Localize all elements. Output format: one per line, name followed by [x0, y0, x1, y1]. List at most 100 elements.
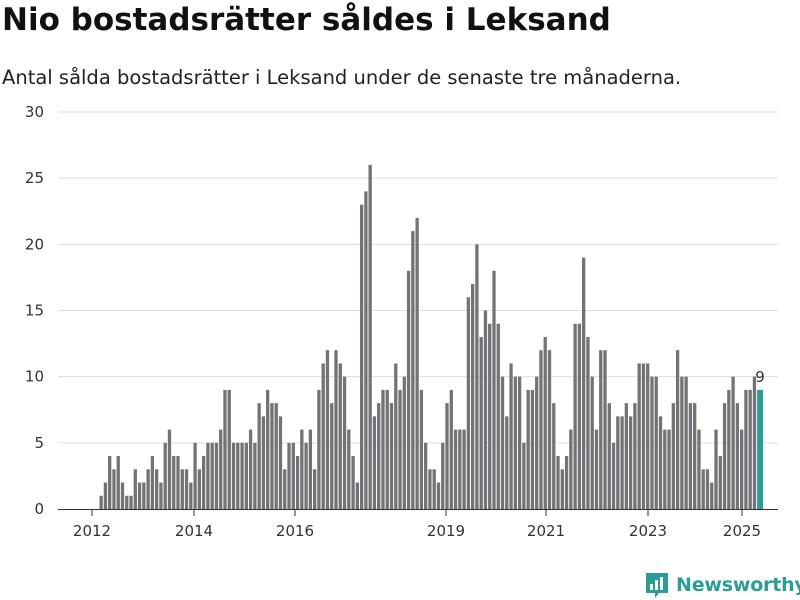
bar	[325, 350, 330, 509]
bar	[586, 336, 590, 509]
bar	[424, 442, 428, 509]
bar	[389, 403, 394, 509]
bar	[539, 350, 543, 509]
bar	[359, 204, 364, 509]
bar	[517, 376, 522, 509]
bar	[616, 416, 620, 509]
bar	[103, 482, 108, 509]
brand[interactable]: Newsworthy	[644, 570, 800, 600]
bar	[432, 469, 436, 509]
bar	[313, 469, 317, 509]
bar	[308, 429, 313, 509]
bar	[483, 310, 488, 509]
chart-subtitle: Antal sålda bostadsrätter i Leksand unde…	[2, 66, 682, 89]
bar	[654, 376, 658, 509]
bar	[453, 429, 458, 509]
bar	[347, 429, 351, 509]
bar	[628, 416, 633, 509]
bar	[492, 270, 496, 509]
bar	[722, 403, 727, 509]
bar	[287, 442, 291, 509]
bar	[193, 442, 197, 509]
bar	[603, 350, 607, 509]
bar	[394, 363, 398, 509]
bar	[377, 403, 381, 509]
bar	[270, 403, 274, 509]
bar	[710, 482, 714, 509]
bar	[620, 416, 624, 509]
bar	[197, 469, 202, 509]
bar	[684, 376, 688, 509]
bar	[133, 469, 137, 509]
bar	[449, 389, 453, 509]
bar	[663, 429, 667, 509]
bar	[321, 363, 325, 509]
y-tick-label: 0	[34, 500, 44, 518]
bar	[556, 456, 560, 509]
bar	[513, 376, 517, 509]
bar	[189, 482, 193, 509]
bar	[727, 389, 731, 509]
bar	[479, 336, 483, 509]
bar	[688, 403, 693, 509]
bar	[125, 495, 129, 509]
bar	[496, 323, 500, 509]
bar	[458, 429, 462, 509]
highlight-data-label: 9	[755, 368, 765, 386]
bar	[714, 429, 718, 509]
bar	[372, 416, 377, 509]
bar	[112, 469, 116, 509]
bar	[227, 389, 231, 509]
bar	[705, 469, 710, 509]
chart-title: Nio bostadsrätter såldes i Leksand	[2, 2, 611, 38]
bar	[342, 376, 347, 509]
bar	[752, 376, 757, 509]
bar	[236, 442, 240, 509]
bar	[667, 429, 671, 509]
bar	[240, 442, 244, 509]
bar	[398, 389, 402, 509]
bar	[291, 442, 295, 509]
bar	[547, 350, 552, 509]
bar	[355, 482, 359, 509]
bar	[488, 323, 492, 509]
bar	[184, 469, 189, 509]
bar	[577, 323, 582, 509]
bar	[334, 350, 338, 509]
y-tick-label: 20	[25, 235, 44, 253]
bar	[338, 363, 342, 509]
y-tick-label: 10	[25, 368, 44, 386]
bar	[381, 389, 385, 509]
bar	[693, 403, 697, 509]
bar	[330, 403, 334, 509]
bar	[206, 442, 210, 509]
bar	[274, 403, 278, 509]
bar	[116, 456, 120, 509]
bar	[740, 429, 744, 509]
bar	[535, 376, 539, 509]
bar	[599, 350, 603, 509]
bar	[633, 403, 637, 509]
bar	[142, 482, 146, 509]
bar	[590, 376, 594, 509]
bar	[300, 429, 304, 509]
bar	[543, 336, 547, 509]
bar	[509, 363, 513, 509]
bar-chart-logo-icon	[646, 573, 668, 598]
bar	[466, 297, 471, 509]
bar	[253, 442, 257, 509]
bar	[180, 469, 184, 509]
bar	[295, 456, 300, 509]
bar	[500, 376, 505, 509]
bar	[223, 389, 227, 509]
bar	[257, 403, 261, 509]
bar	[573, 323, 577, 509]
bar	[210, 442, 214, 509]
bars	[99, 164, 764, 509]
bar	[108, 456, 112, 509]
bar	[552, 403, 556, 509]
x-tick-label: 2025	[723, 522, 761, 540]
bar	[99, 495, 103, 509]
bar	[697, 429, 701, 509]
bar	[611, 442, 616, 509]
